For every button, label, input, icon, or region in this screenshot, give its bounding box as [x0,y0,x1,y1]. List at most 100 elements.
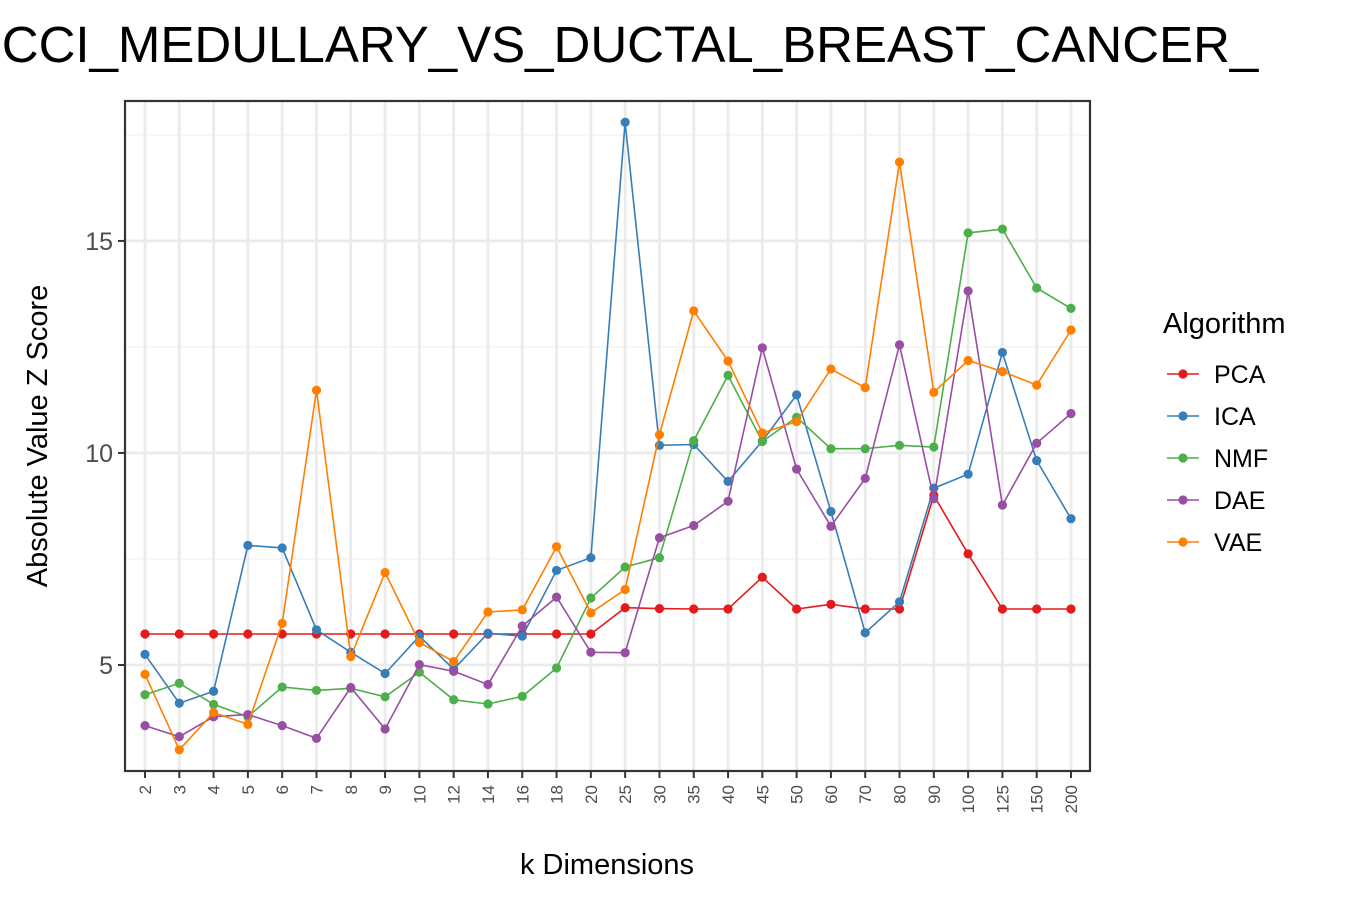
data-point-vae [380,567,390,578]
data-point-dae [757,343,767,353]
series-line-pca [145,493,1071,635]
data-point-dae [586,647,596,657]
data-point-nmf [311,685,322,696]
x-tick-label: 50 [788,785,807,804]
data-point-dae [483,679,493,690]
x-tick-label: 70 [856,785,875,804]
x-tick-label: 40 [719,785,738,804]
data-point-dae [860,473,870,484]
data-point-nmf [929,442,939,452]
data-point-vae [483,607,493,617]
legend-item-pca: PCA [1167,361,1266,389]
data-point-dae [689,520,699,531]
plot-frame [123,99,1092,773]
data-point-nmf [277,682,287,692]
chart-title: CCI_MEDULLARY_VS_DUCTAL_BREAST_CANCER_ [2,16,1259,73]
data-point-pca [860,604,870,614]
data-point-dae [140,721,150,731]
x-tick-label: 14 [479,785,498,804]
y-axis-title: Absolute Value Z Score [22,285,54,588]
data-point-pca [174,629,184,639]
x-tick-label: 90 [925,785,944,804]
legend-key-point [1178,495,1188,505]
series-line-dae [144,290,1072,740]
series-dae [140,286,1076,743]
data-point-ica [517,631,527,641]
data-point-pca [757,572,767,582]
data-point-dae [311,733,322,743]
x-tick-label: 60 [822,785,841,804]
x-tick-label: 25 [616,785,635,804]
data-point-pca [243,629,253,639]
x-tick-label: 4 [205,785,224,794]
data-point-ica [140,649,150,659]
data-point-nmf [380,692,390,702]
data-point-vae [449,656,459,667]
x-tick-label: 18 [548,785,567,804]
data-point-vae [826,364,836,374]
legend-key-point [1178,411,1188,421]
data-point-vae [723,356,733,366]
data-point-dae [963,286,973,296]
data-point-nmf [894,440,905,450]
data-point-nmf [483,699,493,709]
data-point-vae [929,387,939,397]
data-point-ica [963,469,973,479]
data-point-dae [380,724,390,734]
data-point-pca [208,629,219,639]
data-point-vae [551,542,562,552]
data-point-pca [551,629,562,639]
x-tick-label: 80 [891,785,910,804]
data-point-vae [208,707,219,718]
data-point-vae [140,669,150,679]
data-point-dae [414,659,424,670]
data-point-ica [243,540,253,551]
data-point-dae [620,648,630,658]
x-tick-label: 30 [650,785,669,804]
data-point-dae [1066,408,1076,419]
x-axis-title: k Dimensions [520,849,694,881]
data-point-nmf [174,678,184,688]
data-point-dae [929,494,939,504]
x-tick-label: 3 [170,785,189,794]
data-point-vae [414,637,424,648]
data-point-vae [620,584,630,595]
data-point-dae [1032,438,1042,448]
data-point-pca [586,629,596,639]
data-point-nmf [620,562,630,572]
y-tick-label: 15 [85,228,113,256]
data-point-ica [586,553,596,563]
data-point-pca [963,549,973,559]
data-point-dae [894,340,905,350]
series-line-vae [144,161,1072,752]
legend-label: DAE [1214,487,1265,515]
data-point-nmf [140,690,150,700]
data-point-ica [1066,514,1076,524]
x-tick-label: 125 [993,785,1012,813]
data-point-dae [277,721,287,731]
legend-item-vae: VAE [1167,529,1262,557]
data-point-vae [277,618,287,629]
data-point-ica [826,506,836,517]
data-point-nmf [860,444,870,454]
data-point-pca [997,604,1008,614]
data-point-vae [757,428,767,438]
data-point-ica [311,625,322,635]
x-tick-label: 45 [753,785,772,804]
data-point-dae [997,500,1008,510]
data-point-pca [826,599,836,609]
data-point-ica [1032,455,1042,466]
data-point-pca [449,629,459,639]
data-point-nmf [826,444,836,454]
data-point-nmf [208,699,219,710]
data-point-pca [792,604,802,614]
data-point-nmf [723,370,733,380]
legend-key-point [1178,537,1188,547]
data-point-vae [243,719,253,729]
x-tick-label: 8 [342,785,361,794]
data-point-dae [346,682,356,693]
data-point-ica [551,565,562,576]
x-tick-label: 5 [239,785,258,794]
data-point-ica [792,390,802,400]
legend-key-point [1178,453,1188,463]
